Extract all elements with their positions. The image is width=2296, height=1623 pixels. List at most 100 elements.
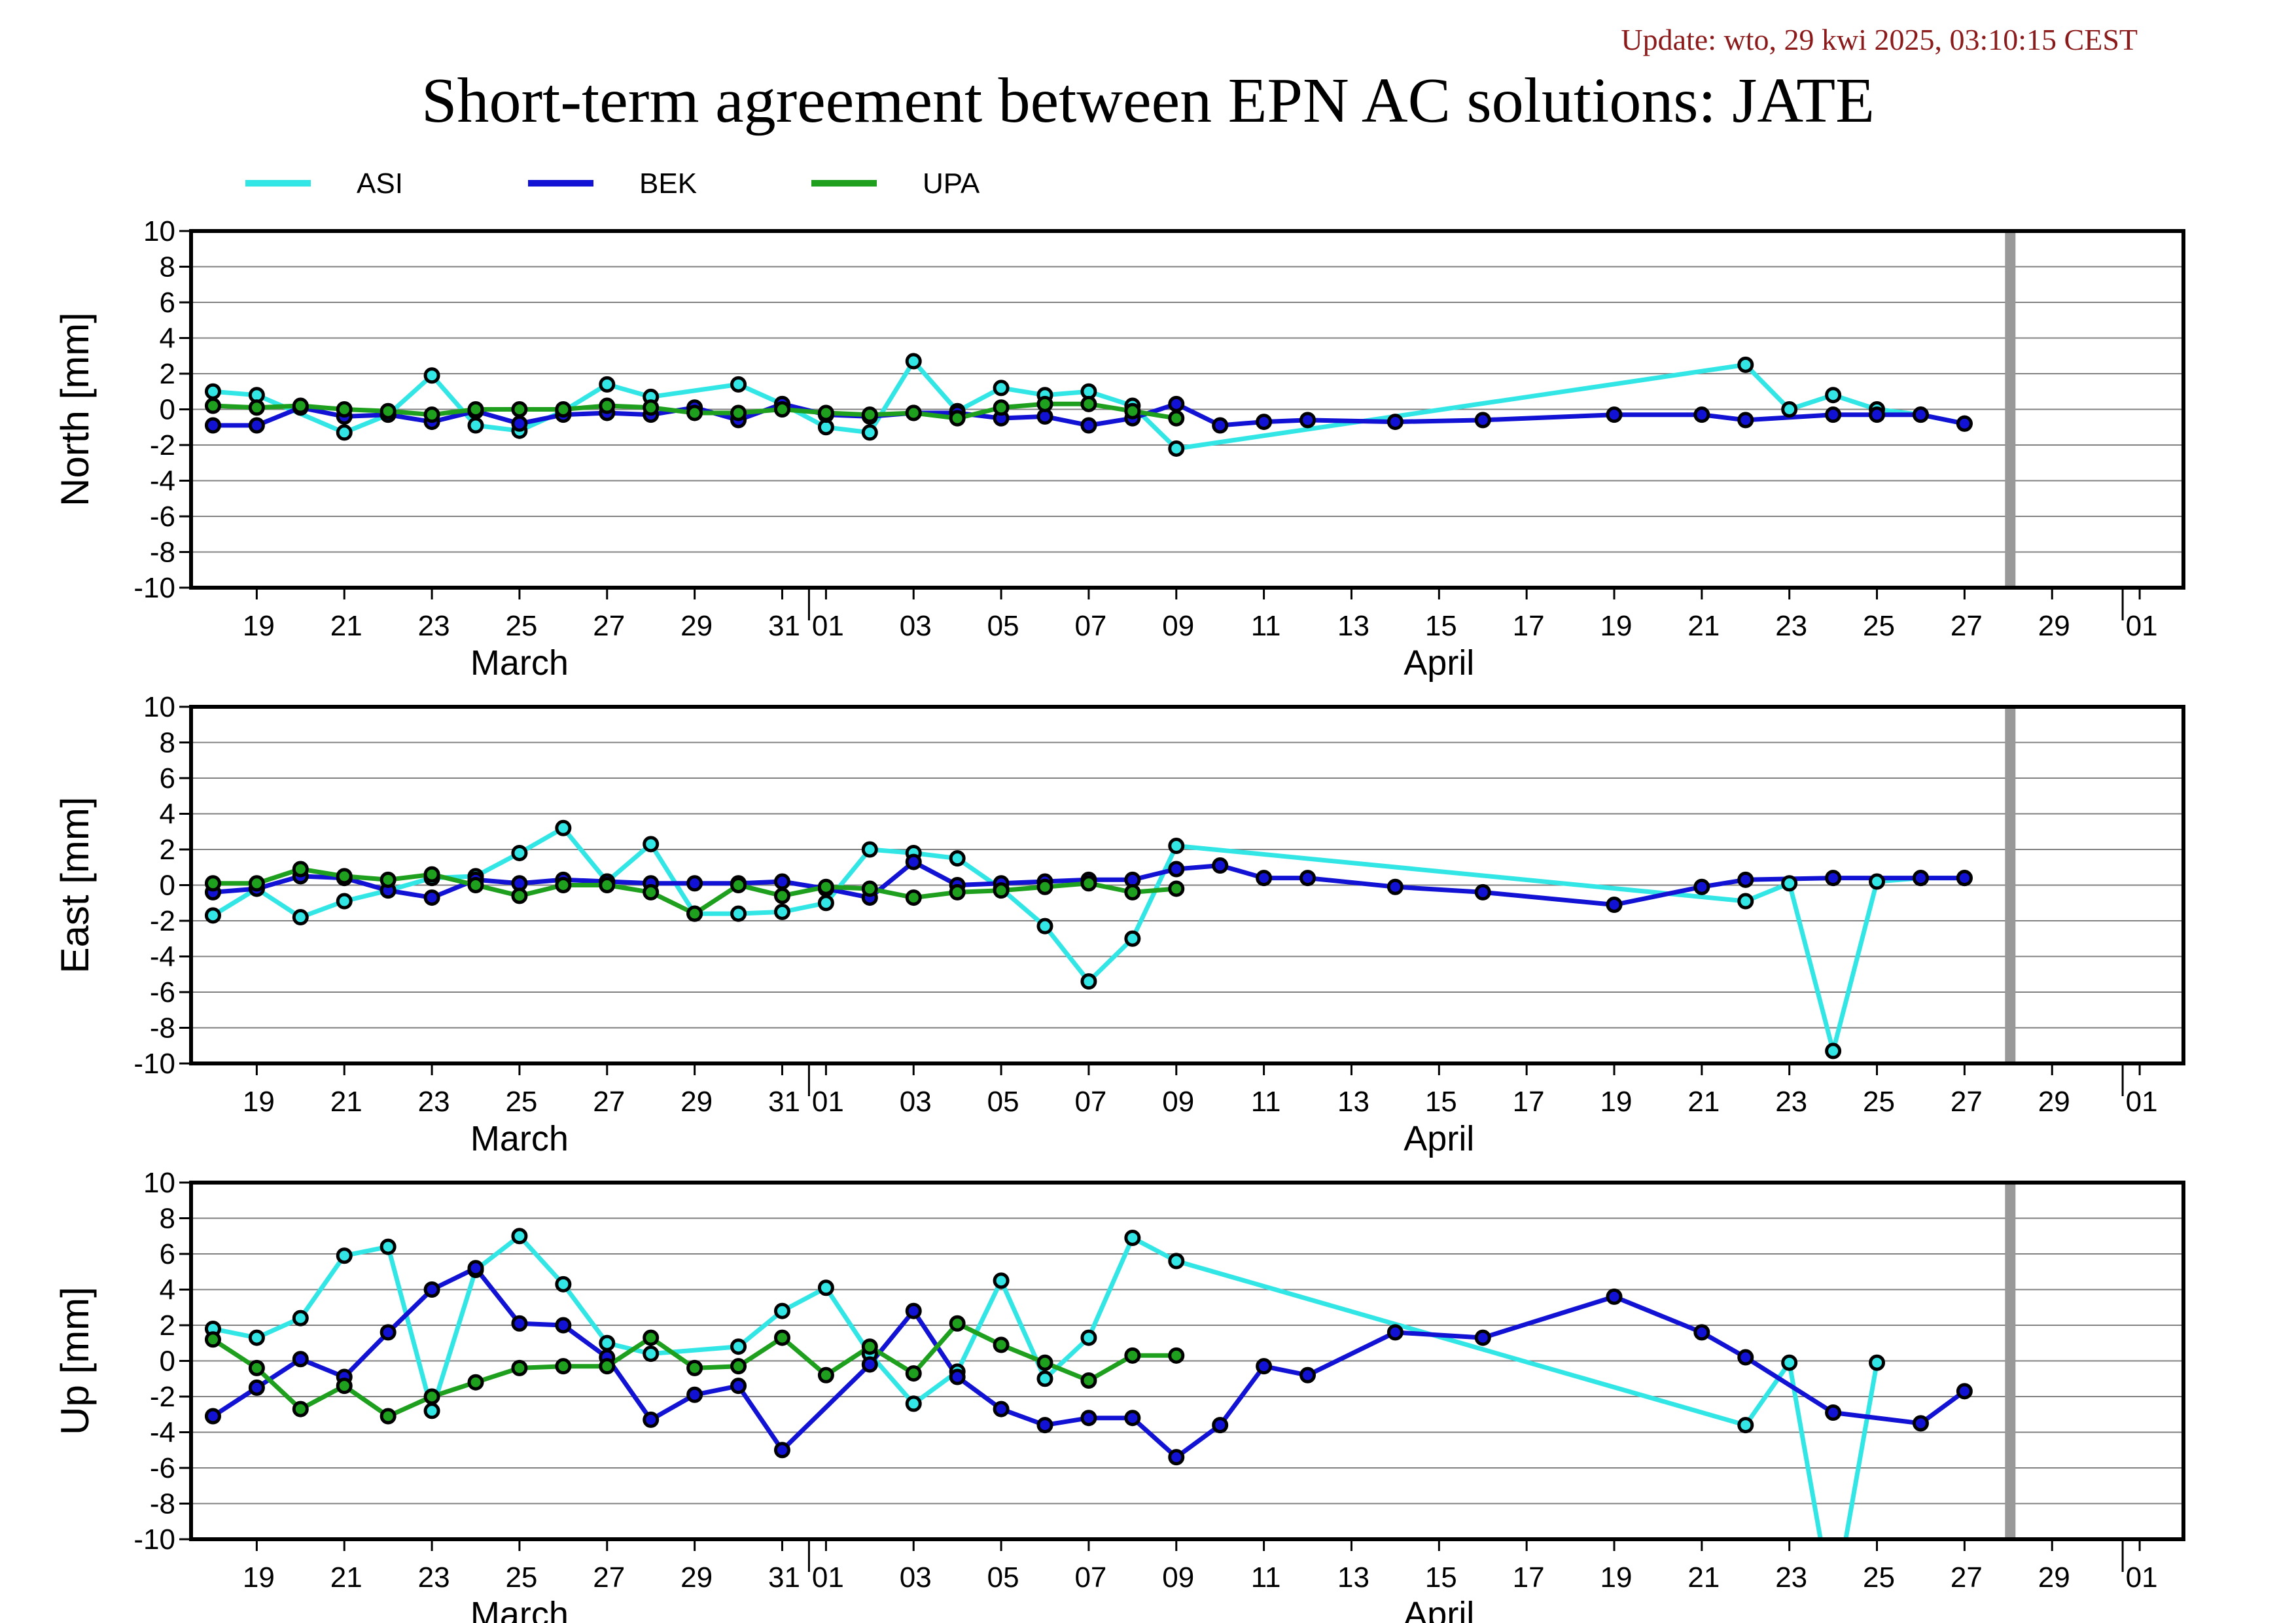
data-point-asi — [555, 1275, 572, 1293]
data-point-upa — [993, 1336, 1010, 1353]
y-tick-label: -4 — [150, 465, 175, 497]
data-point-bek — [1956, 1383, 1973, 1400]
data-point-upa — [686, 1359, 703, 1376]
data-point-asi — [1827, 1604, 1840, 1617]
data-point-asi — [599, 1334, 616, 1351]
data-point-upa — [686, 905, 703, 922]
y-tick-label: 2 — [160, 1310, 175, 1342]
y-tick-label: -2 — [150, 1381, 175, 1413]
data-point-asi — [204, 907, 221, 924]
x-tick-label: 29 — [2038, 1086, 2070, 1118]
y-tick-label: -6 — [150, 976, 175, 1008]
data-point-asi — [730, 376, 747, 393]
y-tick-label: -2 — [150, 905, 175, 937]
x-tick-label: 19 — [243, 1561, 275, 1594]
data-point-asi — [292, 1310, 309, 1327]
y-tick-label: 6 — [160, 762, 175, 794]
data-point-bek — [1606, 896, 1623, 913]
data-point-asi — [1737, 1417, 1754, 1434]
data-point-bek — [1080, 417, 1097, 434]
data-point-bek — [1912, 870, 1929, 887]
data-point-upa — [949, 1315, 966, 1332]
data-point-bek — [1256, 1358, 1273, 1375]
data-point-asi — [336, 893, 353, 910]
data-point-bek — [1912, 1415, 1929, 1432]
data-point-asi — [423, 1402, 440, 1419]
x-tick-label: 31 — [768, 1561, 800, 1594]
y-tick-label: 6 — [160, 287, 175, 319]
data-point-upa — [643, 883, 660, 901]
data-point-upa — [380, 871, 397, 888]
data-point-asi — [380, 1238, 397, 1255]
data-point-upa — [423, 406, 440, 423]
data-point-upa — [555, 1358, 572, 1375]
legend-label-upa: UPA — [923, 168, 980, 200]
data-point-upa — [292, 1400, 309, 1418]
data-point-asi — [292, 909, 309, 926]
data-point-bek — [1124, 1410, 1141, 1427]
y-tick-label: -8 — [150, 537, 175, 569]
x-tick-label: 07 — [1074, 1086, 1106, 1118]
panel-frame — [189, 229, 2185, 590]
x-tick-label: 13 — [1337, 1086, 1369, 1118]
data-point-upa — [336, 1378, 353, 1395]
y-tick-label: -8 — [150, 1012, 175, 1044]
data-point-asi — [861, 424, 878, 441]
data-point-bek — [730, 1378, 747, 1395]
data-point-asi — [423, 367, 440, 384]
y-tick-label: 0 — [160, 870, 175, 902]
data-point-bek — [511, 415, 528, 432]
x-tick-label: 15 — [1425, 1561, 1457, 1594]
data-point-upa — [993, 882, 1010, 899]
data-point-upa — [1168, 880, 1185, 897]
data-point-bek — [467, 1260, 484, 1277]
y-tick-label: 8 — [160, 1203, 175, 1235]
data-point-asi — [1825, 387, 1842, 404]
x-tick-label: 29 — [680, 610, 713, 642]
data-point-asi — [1825, 1043, 1842, 1060]
x-tick-label: 21 — [330, 1561, 362, 1594]
x-tick-label: 07 — [1074, 1561, 1106, 1594]
x-month-label: April — [1404, 643, 1474, 683]
data-point-bek — [1737, 871, 1754, 888]
data-point-upa — [248, 399, 265, 416]
data-point-bek — [1036, 1417, 1053, 1434]
data-point-asi — [511, 844, 528, 861]
data-point-upa — [511, 887, 528, 904]
x-tick-label: 27 — [1951, 1086, 1983, 1118]
plot-area — [204, 353, 1973, 457]
data-point-upa — [1036, 878, 1053, 895]
y-tick-label: -10 — [133, 1524, 175, 1556]
x-tick-label: 31 — [768, 610, 800, 642]
x-tick-label: 29 — [680, 1561, 713, 1594]
x-tick-label: 05 — [987, 610, 1019, 642]
x-tick-label: 25 — [505, 610, 537, 642]
x-tick-label: 15 — [1425, 610, 1457, 642]
data-point-upa — [993, 399, 1010, 416]
data-point-upa — [905, 1365, 922, 1382]
current-date-marker — [2005, 1183, 2016, 1539]
x-tick-label: 21 — [330, 1086, 362, 1118]
x-tick-label: 19 — [1600, 610, 1633, 642]
x-tick-label: 23 — [1775, 1086, 1807, 1118]
data-point-bek — [1168, 395, 1185, 412]
x-month-label: March — [470, 1119, 569, 1158]
data-point-bek — [1606, 1288, 1623, 1305]
data-point-upa — [773, 1329, 790, 1346]
data-point-asi — [773, 1302, 790, 1319]
data-point-asi — [204, 383, 221, 400]
data-point-asi — [1036, 918, 1053, 935]
series-line-asi — [212, 1234, 1879, 1539]
data-point-bek — [905, 853, 922, 870]
data-point-upa — [467, 1374, 484, 1391]
y-tick-label: 4 — [160, 798, 175, 830]
data-point-bek — [1299, 870, 1316, 887]
y-tick-label: -10 — [133, 572, 175, 604]
data-point-asi — [817, 895, 834, 912]
series-line-bek — [213, 859, 1965, 907]
x-tick-label: 19 — [243, 610, 275, 642]
x-tick-label: 01 — [2126, 610, 2158, 642]
data-point-upa — [905, 889, 922, 906]
data-point-upa — [204, 397, 221, 414]
data-point-asi — [949, 850, 966, 867]
